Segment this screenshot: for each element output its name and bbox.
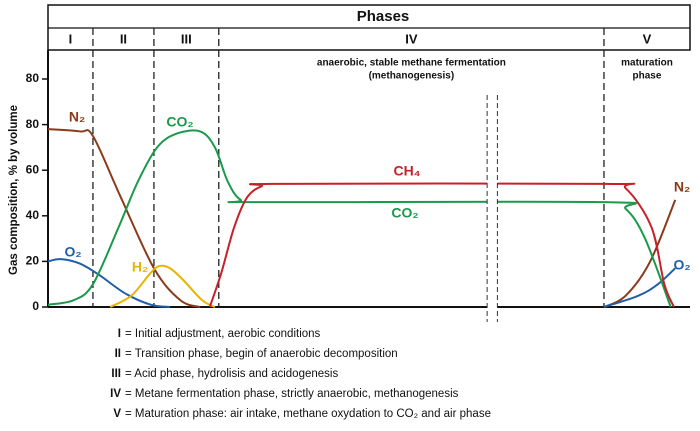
footnote-key: I <box>118 328 121 340</box>
series-line <box>47 129 672 308</box>
y-tick-label: 20 <box>26 254 40 268</box>
series-line <box>208 182 675 308</box>
phase-note: maturation <box>621 58 673 69</box>
footnote-text: = Metane fermentation phase, strictly an… <box>125 388 459 400</box>
phase-label: IV <box>405 31 418 46</box>
footnote-key: IV <box>110 388 121 400</box>
footnote-text: = Initial adjustment, aerobic conditions <box>125 328 321 340</box>
chart-title: Phases <box>357 8 410 25</box>
phase-note: (methanogenesis) <box>369 71 455 82</box>
phase-label: III <box>181 31 192 46</box>
footnote-text: = Maturation phase: air intake, methane … <box>125 408 491 420</box>
footnote-key: II <box>115 348 121 360</box>
y-tick-label: 80 <box>26 117 40 131</box>
phase-label: II <box>120 31 127 46</box>
series-label: N₂ <box>69 109 85 125</box>
y-tick-label: 60 <box>26 162 40 176</box>
footnote-key: III <box>111 368 121 380</box>
phase-label: I <box>69 31 73 46</box>
footnote-text: = Acid phase, hydrolisis and acidogenesi… <box>125 368 338 380</box>
phase-note: phase <box>633 71 662 82</box>
series-label: CO₂ <box>391 205 418 221</box>
series-label: N₂ <box>674 179 690 195</box>
series-line <box>47 128 677 308</box>
series-label: H₂ <box>132 259 148 275</box>
y-axis-label: Gas composition, % by volume <box>8 105 20 275</box>
series-label: O₂ <box>64 244 81 260</box>
series-label: CO₂ <box>166 114 193 130</box>
phase-label: V <box>643 31 652 46</box>
y-tick-label: 40 <box>26 208 40 222</box>
series-line <box>47 258 676 308</box>
series-label: O₂ <box>673 257 690 273</box>
y-tick-label: 80 <box>26 71 40 85</box>
y-tick-label: 0 <box>32 299 39 313</box>
footnote-text: = Transition phase, begin of anaerobic d… <box>125 348 398 360</box>
series-line <box>109 264 216 308</box>
phase-note: anaerobic, stable methane fermentation <box>317 58 506 69</box>
series-label: CH₄ <box>394 163 421 179</box>
footnote-key: V <box>113 408 121 420</box>
axis-break <box>487 95 498 325</box>
